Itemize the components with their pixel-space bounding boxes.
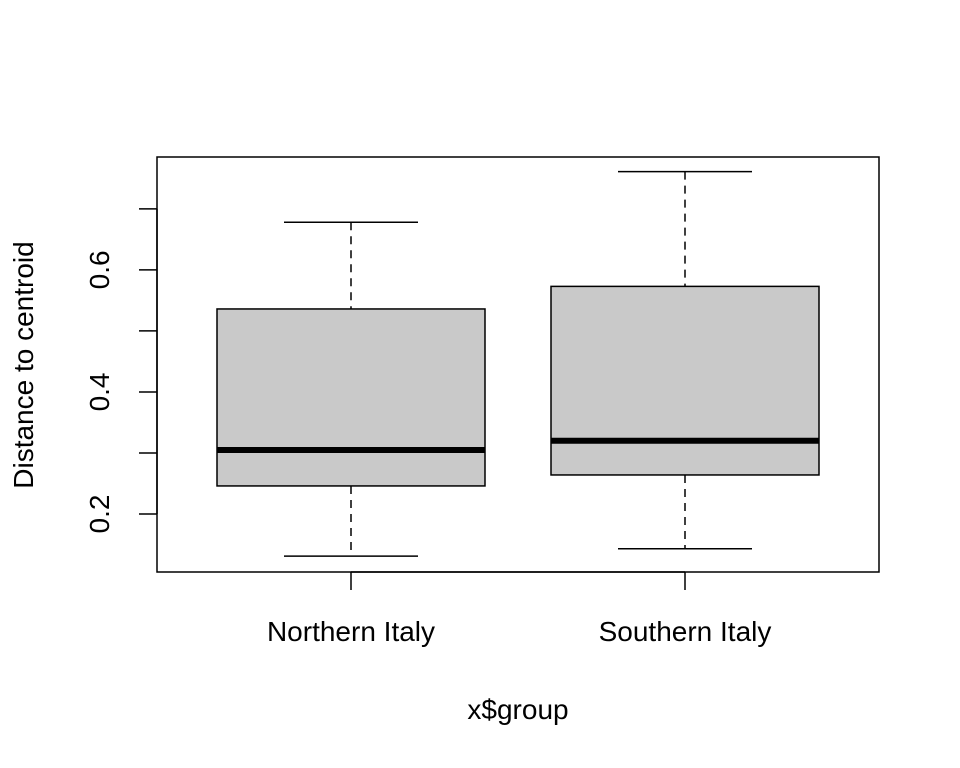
box-group <box>216 221 486 557</box>
y-tick-label: 0.2 <box>84 495 115 534</box>
y-axis-title: Distance to centroid <box>8 241 39 488</box>
x-axis: Northern Italy Southern Italy <box>267 571 772 647</box>
box-iqr <box>550 285 820 476</box>
box-iqr <box>216 308 486 487</box>
x-axis-title: x$group <box>467 694 568 725</box>
boxes-layer <box>216 170 820 557</box>
box-group <box>550 170 820 550</box>
y-tick-label: 0.4 <box>84 372 115 411</box>
y-tick-label: 0.6 <box>84 250 115 289</box>
y-axis: 0.2 0.4 0.6 <box>84 208 158 534</box>
x-tick-label: Southern Italy <box>599 616 772 647</box>
x-tick-label: Northern Italy <box>267 616 435 647</box>
